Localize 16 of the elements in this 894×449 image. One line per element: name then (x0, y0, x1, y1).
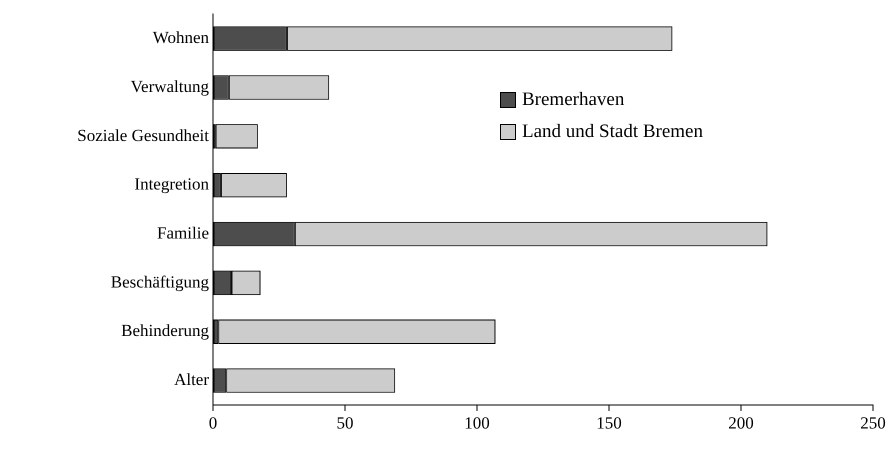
y-tick-label: Familie (157, 223, 209, 242)
x-tick-label: 250 (860, 414, 886, 433)
x-tick-label: 100 (464, 414, 490, 433)
x-tick-label: 200 (728, 414, 754, 433)
legend-label: Bremerhaven (522, 88, 624, 112)
y-tick-label: Soziale Gesundheit (77, 126, 210, 145)
y-tick-label: Integretion (134, 174, 210, 194)
y-tick-label: Verwaltung (130, 76, 210, 96)
y-tick-label: Wohnen (152, 28, 210, 48)
y-tick-label: Alter (174, 370, 210, 390)
legend-label: Land und Stadt Bremen (522, 120, 703, 144)
x-tick-label: 50 (336, 414, 354, 433)
y-tick-label: Behinderung (121, 321, 210, 340)
y-tick-label: Beschäftigung (110, 272, 210, 292)
x-tick-label: 0 (208, 414, 218, 433)
x-tick-label: 150 (596, 414, 622, 433)
